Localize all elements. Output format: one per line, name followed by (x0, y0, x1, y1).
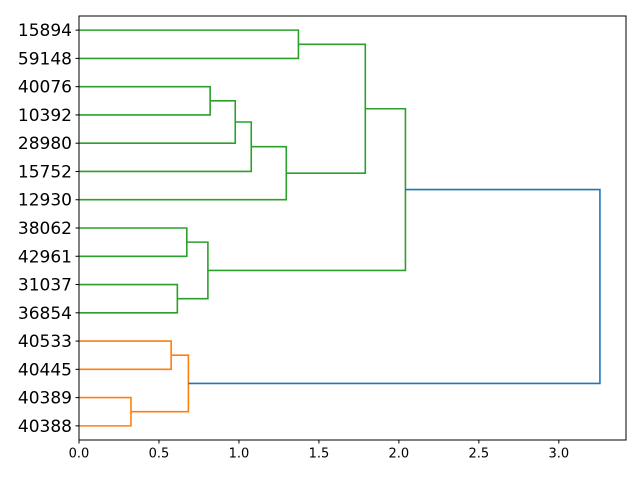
dendrogram-link-G7 (79, 227, 188, 258)
x-tick-label-1.0: 1.0 (229, 447, 250, 462)
leaf-label-15894: 15894 (18, 21, 72, 41)
leaf-label-31037: 31037 (18, 276, 72, 296)
dendrogram-link-O1 (79, 340, 172, 371)
leaf-label-12930: 12930 (18, 191, 72, 211)
dendrogram-link-G6 (286, 43, 367, 175)
dendrogram-link-G5 (79, 145, 288, 201)
x-tick-label-0.0: 0.0 (69, 447, 90, 462)
x-tick-label-1.5: 1.5 (309, 447, 330, 462)
dendrogram-link-G4 (79, 121, 253, 173)
leaf-label-40388: 40388 (18, 417, 72, 437)
dendrogram-link-G8 (79, 283, 179, 314)
x-tick-label-3.0: 3.0 (548, 447, 569, 462)
dendrogram-link-G3 (79, 100, 237, 144)
leaf-label-40445: 40445 (18, 360, 72, 380)
leaf-label-59148: 59148 (18, 49, 72, 69)
leaf-label-40533: 40533 (18, 332, 72, 352)
dendrogram-link-G9 (177, 241, 209, 300)
dendrogram-link-O2 (79, 396, 132, 427)
x-tick-label-0.5: 0.5 (149, 447, 170, 462)
x-tick-label-2.5: 2.5 (469, 447, 490, 462)
leaf-label-28980: 28980 (18, 134, 72, 154)
leaf-label-15752: 15752 (18, 162, 72, 182)
dendrogram-link-G1 (79, 29, 300, 60)
dendrogram-link-G10 (207, 107, 407, 272)
leaf-label-38062: 38062 (18, 219, 72, 239)
leaf-label-10392: 10392 (18, 106, 72, 126)
leaf-label-42961: 42961 (18, 247, 72, 267)
leaf-label-40076: 40076 (18, 78, 72, 98)
leaf-label-36854: 36854 (18, 304, 72, 324)
leaf-label-40389: 40389 (18, 389, 72, 409)
x-tick-label-2.0: 2.0 (389, 447, 410, 462)
dendrogram-link-G2 (79, 85, 211, 116)
dendrogram-link-O3 (130, 354, 190, 413)
dendrogram-link-ROOT (188, 188, 601, 385)
